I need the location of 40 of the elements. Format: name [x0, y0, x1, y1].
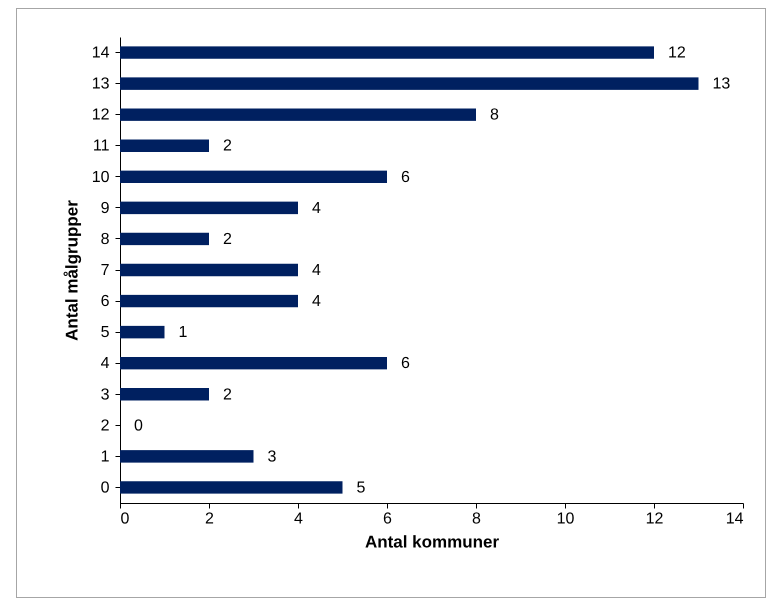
x-tick-label: 8	[472, 510, 482, 528]
data-label: 4	[312, 293, 321, 310]
y-tick-label: 0	[100, 479, 110, 496]
y-tick-label: 4	[100, 355, 110, 372]
data-label: 1	[178, 324, 188, 342]
y-tick-label: 9	[100, 200, 110, 217]
x-axis-title: Antal kommuner	[364, 532, 500, 552]
y-tick-label: 5	[100, 324, 110, 342]
data-label: 0	[134, 417, 143, 434]
y-tick-label: 1	[100, 448, 110, 466]
data-label: 4	[312, 200, 321, 217]
y-axis-title: Antal målgrupper	[62, 200, 82, 341]
data-label: 2	[223, 386, 232, 404]
y-tick-label: 11	[92, 138, 110, 155]
data-label: 3	[268, 448, 276, 466]
x-tick-label: 6	[383, 510, 392, 528]
data-label: 2	[223, 138, 232, 155]
y-tick-label: 2	[100, 417, 110, 434]
data-label: 2	[223, 230, 232, 248]
y-tick-label: 3	[100, 386, 110, 404]
data-label: 8	[490, 106, 499, 124]
y-tick-label: 8	[100, 230, 110, 248]
data-label: 12	[668, 44, 686, 62]
y-tick-label: 6	[100, 293, 110, 310]
x-tick-label: 4	[294, 510, 304, 528]
x-tick-label: 14	[726, 510, 744, 528]
x-tick-label: 12	[646, 510, 664, 528]
x-tick-label: 2	[205, 510, 214, 528]
y-tick-label: 7	[100, 262, 110, 279]
data-label: 13	[712, 76, 730, 93]
data-label: 6	[401, 168, 410, 186]
data-label: 6	[401, 355, 410, 372]
data-label: 5	[356, 479, 366, 496]
x-tick-label: 0	[120, 510, 130, 528]
data-label: 4	[312, 262, 321, 279]
y-tick-label: 12	[92, 106, 110, 124]
x-tick-label: 10	[556, 510, 574, 528]
y-tick-label: 13	[92, 76, 110, 93]
y-tick-label: 14	[92, 44, 110, 62]
y-tick-label: 10	[92, 168, 110, 186]
